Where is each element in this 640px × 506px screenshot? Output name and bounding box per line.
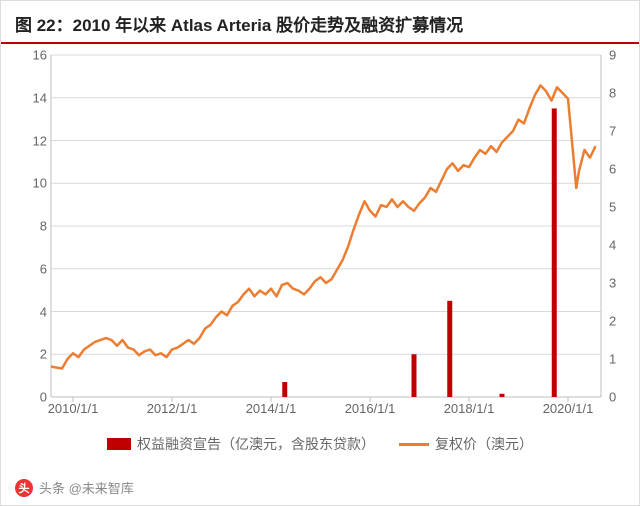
legend-line-label: 复权价（澳元） (435, 434, 533, 454)
y-right-tick: 5 (605, 199, 639, 214)
y-right-tick: 6 (605, 162, 639, 177)
legend-bar-label: 权益融资宣告（亿澳元，含股东贷款） (137, 434, 375, 454)
y-right-axis-labels: 0123456789 (605, 55, 639, 397)
y-left-tick: 10 (1, 176, 47, 191)
y-left-tick: 0 (1, 390, 47, 405)
toutiao-icon: 头 (15, 479, 33, 497)
source-footer: 头 头条 @未来智库 (1, 478, 639, 497)
y-left-tick: 14 (1, 90, 47, 105)
legend-swatch-line (399, 443, 429, 446)
legend-swatch-bar (107, 438, 131, 450)
plot-area (51, 55, 601, 397)
chart-card: 图 22：2010 年以来 Atlas Arteria 股价走势及融资扩募情况 … (0, 0, 640, 506)
x-tick-label: 2014/1/1 (246, 401, 297, 416)
x-tick-label: 2016/1/1 (345, 401, 396, 416)
y-left-axis-labels: 0246810121416 (1, 55, 47, 397)
y-right-tick: 4 (605, 238, 639, 253)
legend-item-bar: 权益融资宣告（亿澳元，含股东贷款） (107, 434, 375, 454)
y-left-tick: 2 (1, 347, 47, 362)
legend-item-line: 复权价（澳元） (399, 434, 533, 454)
y-right-tick: 7 (605, 123, 639, 138)
x-tick-label: 2020/1/1 (543, 401, 594, 416)
footer-text: 头条 @未来智库 (39, 478, 134, 497)
chart-svg (51, 55, 601, 397)
y-right-tick: 9 (605, 48, 639, 63)
x-tick-label: 2010/1/1 (48, 401, 99, 416)
y-left-tick: 8 (1, 219, 47, 234)
y-left-tick: 4 (1, 304, 47, 319)
y-left-tick: 6 (1, 261, 47, 276)
legend: 权益融资宣告（亿澳元，含股东贷款） 复权价（澳元） (1, 427, 639, 461)
x-tick-label: 2012/1/1 (147, 401, 198, 416)
y-right-tick: 2 (605, 314, 639, 329)
y-left-tick: 12 (1, 133, 47, 148)
x-axis-labels: 2010/1/1 2012/1/1 2014/1/1 2016/1/1 2018/1/1… (51, 401, 601, 419)
x-tick-label: 2018/1/1 (444, 401, 495, 416)
y-right-tick: 8 (605, 85, 639, 100)
y-right-tick: 1 (605, 351, 639, 366)
y-left-tick: 16 (1, 48, 47, 63)
y-right-tick: 3 (605, 276, 639, 291)
y-right-tick: 0 (605, 390, 639, 405)
chart-title: 图 22：2010 年以来 Atlas Arteria 股价走势及融资扩募情况 (1, 1, 639, 44)
